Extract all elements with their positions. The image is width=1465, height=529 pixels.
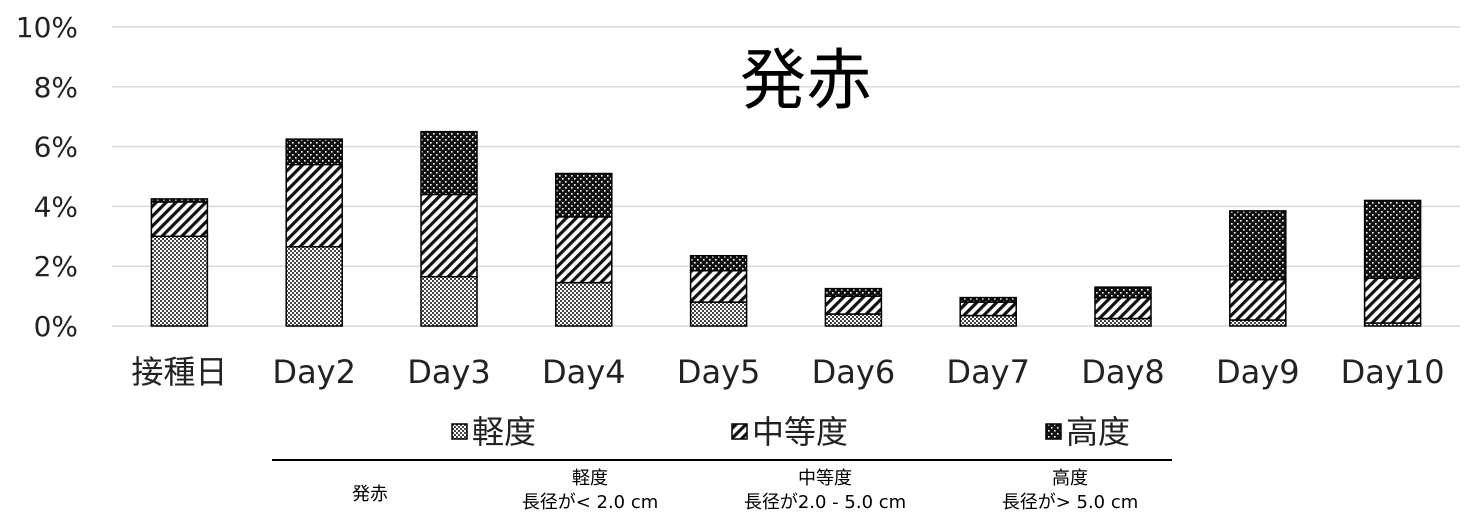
bar-segment <box>689 254 748 272</box>
x-tick-label: Day10 <box>1341 353 1445 391</box>
y-tick-label: 4% <box>34 190 78 223</box>
notes-medium-name: 中等度 <box>798 468 852 489</box>
bar-segment <box>150 235 209 327</box>
bar-segment <box>959 301 1017 317</box>
x-tick-label: Day3 <box>407 353 491 391</box>
notes-column-medium: 中等度 長径が2.0 - 5.0 cm <box>705 467 945 515</box>
bar-segment <box>420 130 478 196</box>
y-tick-label: 2% <box>34 250 78 283</box>
legend-label: 高度 <box>1066 413 1130 451</box>
bar-segment <box>1229 210 1287 281</box>
y-tick-labels: 0% 2% 4% 6% 8% 10% <box>16 11 78 343</box>
notes-column-high: 高度 長径が> 5.0 cm <box>950 467 1190 515</box>
bar-segment <box>824 287 883 297</box>
bar-segment <box>689 301 748 327</box>
legend-entry: 軽度 <box>451 413 536 451</box>
notes-light-name: 軽度 <box>572 468 608 489</box>
bar-segment <box>420 275 478 327</box>
y-tick-label: 6% <box>34 131 78 164</box>
bar-segment <box>555 281 613 327</box>
x-tick-label: 接種日 <box>131 353 227 391</box>
bar-segment <box>1094 296 1152 320</box>
bar-segment <box>1229 319 1287 327</box>
legend-swatch <box>731 423 748 440</box>
y-tick-label: 0% <box>34 310 78 343</box>
bar-segment <box>1094 317 1152 327</box>
bar-segment <box>150 198 209 203</box>
x-tick-label: Day7 <box>946 353 1030 391</box>
x-tick-label: Day5 <box>677 353 761 391</box>
chart-title: 発赤 <box>740 42 872 119</box>
legend-swatch <box>1045 423 1062 440</box>
bar-segment <box>824 313 883 327</box>
bar-segment <box>1229 278 1287 321</box>
bar-segment <box>285 246 343 327</box>
legend: 軽度 中等度 高度 <box>451 413 1130 451</box>
bar-segment <box>285 138 343 166</box>
notes-high-name: 高度 <box>1052 468 1088 489</box>
x-tick-label: Day6 <box>812 353 896 391</box>
notes-divider <box>272 459 1172 461</box>
legend-label: 中等度 <box>752 413 848 451</box>
y-tick-label: 8% <box>34 71 78 104</box>
bars <box>150 130 1422 327</box>
notes-label-text: 発赤 <box>352 484 388 505</box>
x-tick-label: Day4 <box>542 353 626 391</box>
notes-label: 発赤 <box>310 483 430 507</box>
bar-segment <box>1094 286 1152 299</box>
y-tick-label: 10% <box>16 11 78 44</box>
bar-segment <box>689 269 748 303</box>
x-tick-labels: 接種日 Day2 Day3 Day4 Day5 Day6 Day7 Day8 Day9 Day10 <box>131 353 1444 391</box>
notes-light-criteria: 長径が< 2.0 cm <box>521 492 659 513</box>
bar-segment <box>285 163 343 248</box>
x-tick-label: Day9 <box>1216 353 1300 391</box>
legend-label: 軽度 <box>472 413 536 451</box>
bar-segment <box>959 296 1017 303</box>
legend-entry: 中等度 <box>731 413 848 451</box>
notes-high-criteria: 長径が> 5.0 cm <box>1001 492 1139 513</box>
bar-segment <box>555 172 613 218</box>
bar-segment <box>824 295 883 315</box>
x-tick-label: Day8 <box>1081 353 1165 391</box>
bar-segment <box>555 216 613 284</box>
bar-segment <box>420 193 478 278</box>
legend-swatch <box>451 423 468 440</box>
bar-segment <box>1363 199 1422 279</box>
legend-entry: 高度 <box>1045 413 1130 451</box>
bar-segment <box>1363 277 1422 324</box>
notes-column-light: 軽度 長径が< 2.0 cm <box>480 467 700 515</box>
x-tick-label: Day2 <box>272 353 356 391</box>
stacked-bar-chart: 0% 2% 4% 6% 8% 10% 接種日 Day2 Day3 Day4 Day5 Day6 Day… <box>16 11 1460 451</box>
bar-segment <box>150 201 209 238</box>
bar-segment <box>959 314 1017 327</box>
notes-medium-criteria: 長径が2.0 - 5.0 cm <box>743 492 907 513</box>
